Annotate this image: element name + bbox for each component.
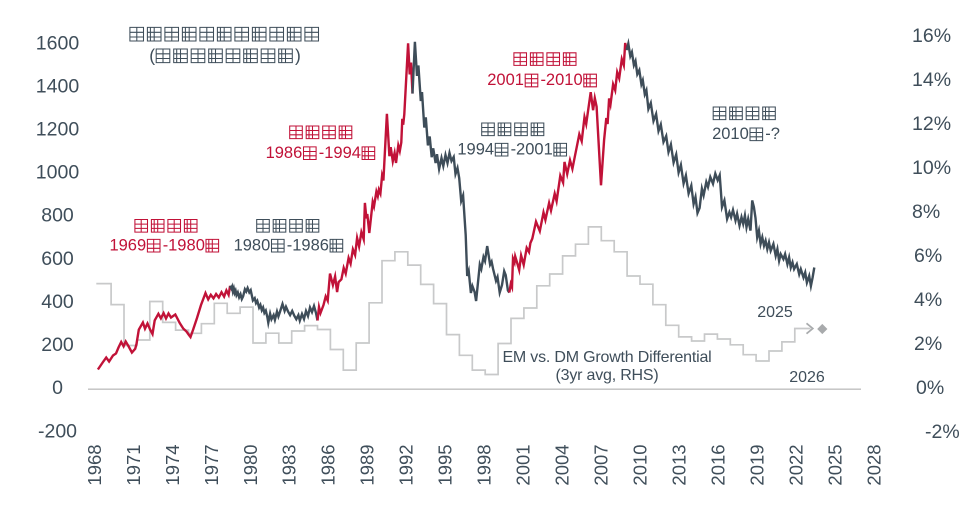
svg-text:1: 1 bbox=[457, 141, 466, 159]
svg-text:600: 600 bbox=[41, 248, 74, 270]
svg-text:EM vs. DM Growth Differential: EM vs. DM Growth Differential bbox=[502, 349, 711, 366]
svg-text:2019: 2019 bbox=[746, 444, 767, 485]
svg-text:1600: 1600 bbox=[36, 32, 80, 54]
svg-text:1986: 1986 bbox=[318, 444, 339, 485]
svg-text:2: 2 bbox=[487, 71, 496, 89]
svg-text:1: 1 bbox=[234, 237, 243, 255]
svg-text:6: 6 bbox=[128, 237, 137, 255]
svg-text:-: - bbox=[319, 144, 325, 162]
svg-text:-: - bbox=[287, 237, 293, 255]
svg-text:(: ( bbox=[149, 46, 155, 66]
svg-text:10%: 10% bbox=[912, 157, 951, 179]
svg-text:2: 2 bbox=[712, 125, 721, 143]
svg-text:8: 8 bbox=[284, 144, 293, 162]
svg-text:1: 1 bbox=[110, 237, 119, 255]
svg-text:1000: 1000 bbox=[36, 162, 80, 184]
svg-text:1992: 1992 bbox=[396, 444, 417, 485]
svg-text:-200: -200 bbox=[38, 420, 77, 442]
svg-text:8: 8 bbox=[311, 237, 320, 255]
svg-text:9: 9 bbox=[333, 144, 342, 162]
svg-text:9: 9 bbox=[301, 237, 310, 255]
svg-text:0: 0 bbox=[525, 141, 534, 159]
svg-text:1: 1 bbox=[324, 144, 333, 162]
svg-text:0: 0 bbox=[496, 71, 505, 89]
svg-text:6: 6 bbox=[320, 237, 329, 255]
svg-text:1989: 1989 bbox=[357, 444, 378, 485]
svg-text:1: 1 bbox=[544, 141, 553, 159]
svg-text:8%: 8% bbox=[912, 201, 940, 223]
svg-text:2: 2 bbox=[516, 141, 525, 159]
svg-text:): ) bbox=[295, 46, 301, 66]
svg-text:2025: 2025 bbox=[757, 304, 793, 321]
svg-text:1968: 1968 bbox=[84, 444, 105, 485]
svg-text:2010: 2010 bbox=[630, 444, 651, 485]
svg-text:9: 9 bbox=[275, 144, 284, 162]
svg-text:9: 9 bbox=[243, 237, 252, 255]
svg-text:8: 8 bbox=[252, 237, 261, 255]
svg-text:2022: 2022 bbox=[785, 444, 806, 485]
svg-text:1: 1 bbox=[168, 237, 177, 255]
svg-text:6: 6 bbox=[293, 144, 302, 162]
svg-text:1998: 1998 bbox=[474, 444, 495, 485]
svg-text:1974: 1974 bbox=[162, 444, 183, 485]
svg-text:1980: 1980 bbox=[240, 444, 261, 485]
svg-text:1: 1 bbox=[564, 71, 573, 89]
svg-text:4%: 4% bbox=[914, 289, 942, 311]
svg-text:2001: 2001 bbox=[513, 444, 534, 485]
svg-text:9: 9 bbox=[467, 141, 476, 159]
svg-text:2026: 2026 bbox=[789, 369, 825, 386]
svg-text:1971: 1971 bbox=[123, 444, 144, 485]
svg-text:-: - bbox=[765, 125, 771, 143]
svg-text:2004: 2004 bbox=[552, 444, 573, 485]
svg-text:9: 9 bbox=[476, 141, 485, 159]
svg-text:6%: 6% bbox=[914, 245, 942, 267]
svg-text:0: 0 bbox=[196, 237, 205, 255]
svg-text:2: 2 bbox=[546, 71, 555, 89]
svg-text:(3yr avg, RHS): (3yr avg, RHS) bbox=[556, 367, 659, 384]
svg-text:0: 0 bbox=[555, 71, 564, 89]
svg-text:2028: 2028 bbox=[863, 444, 884, 485]
svg-text:0: 0 bbox=[574, 71, 583, 89]
svg-text:0: 0 bbox=[261, 237, 270, 255]
svg-text:12%: 12% bbox=[912, 113, 951, 135]
svg-text:8: 8 bbox=[187, 237, 196, 255]
svg-text:1: 1 bbox=[730, 125, 739, 143]
svg-text:0: 0 bbox=[52, 377, 63, 399]
svg-text:2025: 2025 bbox=[824, 444, 845, 485]
svg-text:14%: 14% bbox=[912, 69, 951, 91]
svg-text:1: 1 bbox=[515, 71, 524, 89]
svg-text:2007: 2007 bbox=[591, 444, 612, 485]
svg-text:1: 1 bbox=[292, 237, 301, 255]
svg-text:1: 1 bbox=[266, 144, 275, 162]
svg-text:-: - bbox=[163, 237, 169, 255]
svg-text:0: 0 bbox=[534, 141, 543, 159]
svg-text:400: 400 bbox=[41, 291, 74, 313]
svg-text:200: 200 bbox=[41, 334, 74, 356]
svg-text:2013: 2013 bbox=[668, 444, 689, 485]
svg-text:0: 0 bbox=[506, 71, 515, 89]
svg-text:1977: 1977 bbox=[201, 444, 222, 485]
svg-text:-: - bbox=[541, 71, 547, 89]
svg-text:9: 9 bbox=[137, 237, 146, 255]
svg-text:16%: 16% bbox=[912, 25, 951, 47]
svg-text:800: 800 bbox=[41, 205, 74, 227]
svg-text:9: 9 bbox=[343, 144, 352, 162]
svg-text:?: ? bbox=[771, 125, 780, 143]
svg-text:9: 9 bbox=[177, 237, 186, 255]
svg-text:9: 9 bbox=[119, 237, 128, 255]
svg-text:-2%: -2% bbox=[925, 421, 960, 443]
svg-text:-: - bbox=[511, 141, 516, 159]
svg-text:2%: 2% bbox=[914, 333, 942, 355]
svg-text:0: 0 bbox=[740, 125, 749, 143]
svg-text:0%: 0% bbox=[916, 377, 944, 399]
svg-text:1200: 1200 bbox=[36, 119, 80, 141]
svg-text:0: 0 bbox=[721, 125, 730, 143]
svg-text:1995: 1995 bbox=[435, 444, 456, 485]
svg-text:4: 4 bbox=[352, 144, 361, 162]
svg-text:1400: 1400 bbox=[36, 75, 80, 97]
svg-text:2016: 2016 bbox=[707, 444, 728, 485]
svg-text:1983: 1983 bbox=[279, 444, 300, 485]
svg-text:4: 4 bbox=[485, 141, 494, 159]
